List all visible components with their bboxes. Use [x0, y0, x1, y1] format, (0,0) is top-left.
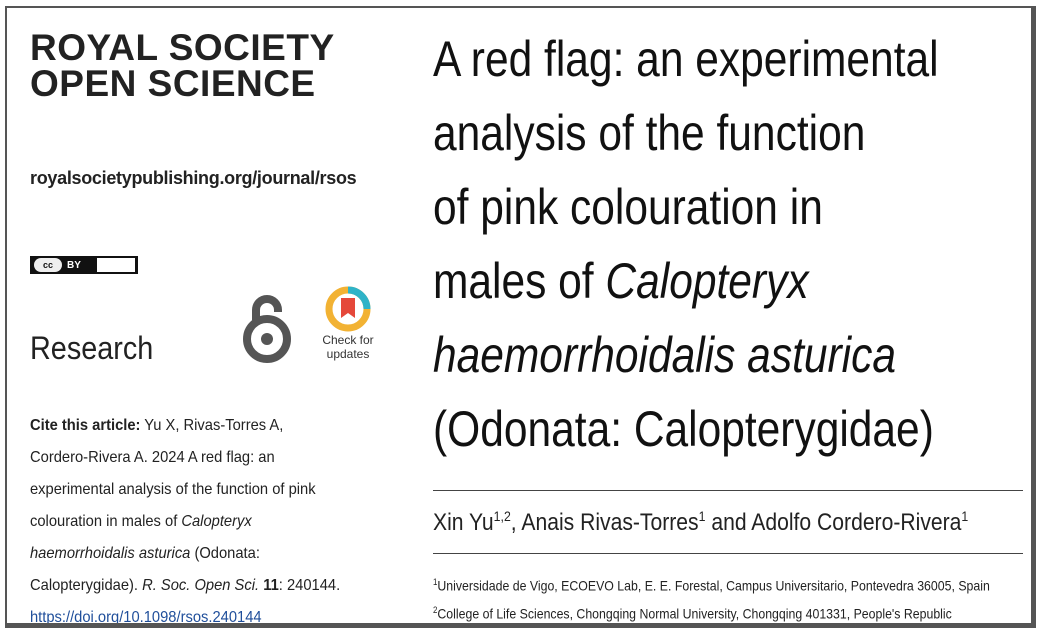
cc-by-license-badge[interactable]: cc BY	[30, 256, 138, 274]
cite-volume: 11	[263, 577, 279, 594]
author-divider	[433, 553, 1023, 554]
check-updates-icon	[325, 286, 371, 332]
journal-url[interactable]: royalsocietypublishing.org/journal/rsos	[30, 168, 357, 188]
cc-icon: cc	[34, 258, 62, 272]
cite-text-c: :	[278, 577, 283, 594]
journal-name: ROYAL SOCIETY OPEN SCIENCE	[30, 27, 335, 104]
cc-by-label: BY	[67, 259, 81, 271]
article-title: A red flag: an experimental analysis of …	[433, 31, 939, 457]
article-page: ROYAL SOCIETY OPEN SCIENCE royalsocietyp…	[5, 6, 1036, 628]
left-column: ROYAL SOCIETY OPEN SCIENCE royalsocietyp…	[7, 8, 407, 623]
author-name[interactable]: Xin Yu	[433, 509, 494, 536]
check-updates-line2: updates	[326, 347, 370, 361]
citation-block: Cite this article: Yu X, Rivas-Torres A,…	[30, 410, 343, 626]
badge-blank	[97, 258, 135, 272]
check-for-updates-button[interactable]: Check for updates	[315, 286, 381, 360]
title-divider	[433, 490, 1023, 491]
author-name[interactable]: Adolfo Cordero-Rivera	[751, 509, 962, 536]
check-updates-line1: Check for	[322, 333, 374, 347]
author-name[interactable]: Anais Rivas-Torres	[521, 509, 699, 536]
cite-journal: R. Soc. Open Sci.	[142, 577, 260, 594]
cite-text-b: (Odonata: Calopterygidae).	[30, 545, 260, 594]
cite-label: Cite this article:	[30, 417, 141, 434]
affiliation-item: 2College of Life Sciences, Chongqing Nor…	[433, 604, 952, 622]
doi-link[interactable]: https://doi.org/10.1098/rsos.240144	[30, 609, 262, 626]
open-access-lock-icon	[242, 290, 292, 364]
cite-species: Calopteryx haemorrhoidalis asturica	[30, 513, 252, 562]
section-label: Research	[30, 330, 154, 366]
cite-article: 240144.	[286, 577, 341, 594]
cite-text-a: Yu X, Rivas-Torres A, Cordero-Rivera A. …	[30, 417, 316, 530]
author-list: Xin Yu1,2, Anais Rivas-Torres1 and Adolf…	[433, 508, 969, 536]
right-column: A red flag: an experimental analysis of …	[427, 8, 1031, 623]
affiliations: 1Universidade de Vigo, ECOEVO Lab, E. E.…	[433, 570, 1005, 623]
affiliation-item: 1Universidade de Vigo, ECOEVO Lab, E. E.…	[433, 577, 990, 594]
